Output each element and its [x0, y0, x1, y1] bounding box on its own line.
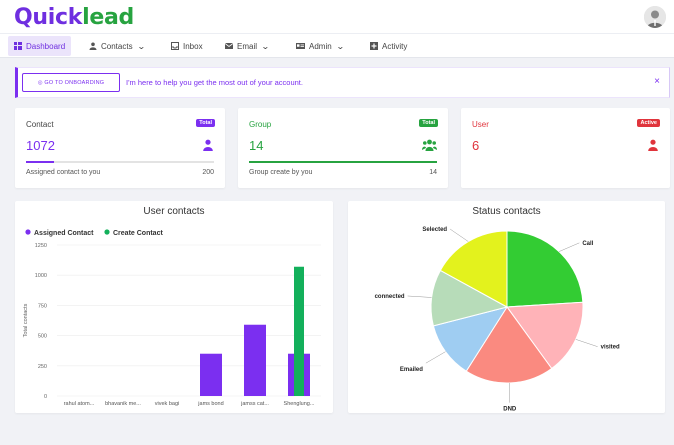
nav-label: Email: [237, 41, 258, 51]
card-title: User: [472, 120, 489, 129]
y-tick-label: 1250: [35, 243, 47, 249]
chart-title: User contacts: [143, 206, 205, 217]
banner-message: I'm here to help you get the most out of…: [126, 78, 303, 87]
x-tick-label: vivek bagi: [155, 401, 179, 407]
progress-fill: [249, 161, 437, 163]
user-contacts-bar-chart: Assigned Contact Create Contact 0 250 500 750…: [23, 229, 321, 407]
users-icon: [422, 139, 437, 151]
progress-bar: [249, 161, 437, 163]
nav-label: Inbox: [183, 41, 203, 51]
status-badge: Active: [637, 119, 660, 127]
x-tick-label: rahul atom...: [64, 401, 95, 407]
plus-square-icon: [370, 42, 378, 50]
x-tick-label: Shenglung...: [284, 401, 315, 407]
pie-leader-line: [449, 228, 469, 242]
x-tick-label: jams bond: [197, 401, 223, 407]
chevron-down-icon: ⌄: [261, 41, 270, 51]
user-stat-card: User Active 6: [461, 108, 670, 188]
nav-label: Admin: [309, 41, 332, 51]
chart-title: Status contacts: [472, 206, 541, 217]
card-title: Group: [249, 120, 272, 129]
pie-label: visited: [601, 345, 620, 351]
go-to-onboarding-button[interactable]: ◎ GO TO ONBOARDING: [22, 73, 120, 92]
pie-leader-line: [558, 242, 580, 252]
progress-bar: [26, 161, 214, 163]
envelope-icon: [225, 43, 233, 49]
legend-label: Assigned Contact: [34, 230, 94, 237]
card-value: 14: [249, 138, 264, 153]
person-icon: [89, 42, 97, 50]
nav-admin[interactable]: Admin ⌄: [290, 36, 349, 56]
legend-marker: [104, 229, 110, 235]
card-subvalue: 200: [202, 169, 214, 176]
user-contacts-card: User contacts Assigned Contact Create Con…: [15, 201, 333, 413]
inbox-icon: [171, 42, 179, 50]
legend-marker: [25, 229, 31, 235]
pie-slice: [506, 230, 584, 308]
pie-leader-line: [575, 339, 598, 347]
logo-q: Q: [14, 5, 33, 30]
status-contacts-card: Status contacts Call visited DND Emailed con…: [348, 201, 665, 413]
y-tick-label: 750: [38, 303, 47, 309]
close-icon[interactable]: ×: [654, 76, 660, 87]
pie-leader-line: [425, 351, 446, 364]
card-subtitle: Assigned contact to you: [26, 169, 101, 176]
status-badge: Total: [419, 119, 438, 127]
card-subvalue: 14: [429, 169, 437, 176]
x-tick-label: jamss cat...: [240, 401, 269, 407]
status-contacts-pie-chart: Call visited DND Emailed connected Selected: [375, 227, 620, 413]
id-card-icon: [296, 43, 305, 49]
y-tick-label: 500: [38, 334, 47, 340]
grid-icon: [14, 42, 22, 50]
y-tick-label: 1000: [35, 273, 47, 279]
bar: [200, 353, 222, 396]
card-value: 6: [472, 138, 480, 153]
nav-activity[interactable]: Activity: [364, 36, 413, 56]
pie-label: Selected: [422, 227, 447, 233]
nav-email[interactable]: Email ⌄: [219, 36, 275, 56]
bar: [244, 324, 266, 396]
chevron-down-icon: ⌄: [335, 41, 345, 51]
card-subtitle: Group create by you: [249, 169, 313, 176]
nav-dashboard[interactable]: Dashboard: [8, 36, 72, 56]
onboarding-banner: ◎ GO TO ONBOARDING I'm here to help you …: [15, 67, 670, 98]
pie-leader-line: [407, 295, 432, 298]
y-tick-label: 250: [38, 364, 47, 370]
top-bar: Quicklead: [0, 0, 674, 34]
app-logo[interactable]: Quicklead: [14, 5, 134, 30]
logo-suffix: lead: [82, 5, 134, 30]
bar: [294, 266, 304, 396]
progress-fill: [26, 161, 55, 163]
user-lock-icon: [648, 139, 658, 151]
chevron-down-icon: ⌄: [136, 41, 146, 51]
y-tick-label: 0: [44, 394, 47, 400]
nav-contacts[interactable]: Contacts ⌄: [83, 36, 150, 56]
nav-label: Activity: [382, 41, 408, 51]
pie-label: Call: [582, 241, 593, 247]
nav-label: Contacts: [101, 41, 133, 51]
nav-label: Dashboard: [26, 41, 66, 51]
pie-label: Emailed: [400, 367, 423, 373]
status-badge: Total: [196, 119, 215, 127]
card-value: 1072: [26, 138, 55, 153]
nav-inbox[interactable]: Inbox: [165, 36, 209, 56]
user-avatar-icon: [644, 6, 666, 28]
group-stat-card: Group Total 14 Group create by you 14: [238, 108, 448, 188]
pie-slice: [439, 230, 508, 308]
pie-label: connected: [375, 294, 405, 300]
legend-label: Create Contact: [113, 230, 163, 237]
card-title: Contact: [26, 120, 54, 129]
x-tick-label: bhavanik me...: [105, 401, 141, 407]
avatar[interactable]: [644, 6, 666, 28]
y-axis-label: Total contacts: [23, 303, 29, 337]
main-nav: Dashboard Contacts ⌄ Inbox Email ⌄ Admin…: [0, 34, 674, 58]
contact-stat-card: Contact Total 1072 Assigned contact to y…: [15, 108, 225, 188]
person-icon: [203, 139, 213, 151]
logo-mid: uick: [32, 5, 83, 30]
pie-slice: [465, 306, 553, 384]
pie-label: DND: [503, 407, 517, 413]
pie-slice: [506, 301, 584, 370]
